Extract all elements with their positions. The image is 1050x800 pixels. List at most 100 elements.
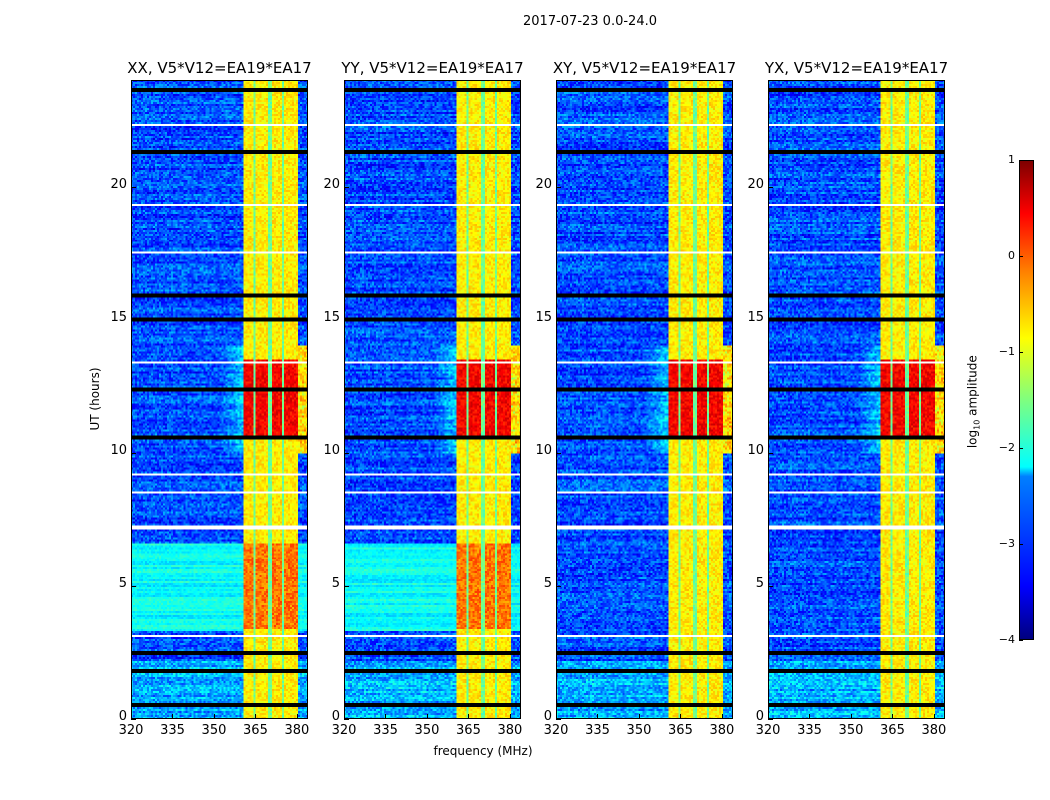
y-tick-label: 10 <box>323 442 340 458</box>
y-tick <box>556 452 561 454</box>
waterfall-heatmap <box>131 80 308 719</box>
x-tick-label: 380 <box>284 723 310 738</box>
y-tick <box>344 319 349 321</box>
y-tick-label: 20 <box>747 176 764 192</box>
colorbar-label: log10 amplitude <box>965 337 984 467</box>
x-tick-label: 320 <box>118 723 144 738</box>
x-tick-label: 365 <box>880 723 905 738</box>
panel-title: YX, V5*V12=EA19*EA17 <box>764 59 949 77</box>
panel-yy: YY, V5*V12=EA19*EA17 320 335 350 365 380 0 5 10 1… <box>323 59 523 738</box>
colorbar-tick-label: −3 <box>998 537 1015 550</box>
y-tick <box>768 585 773 587</box>
y-tick-label: 20 <box>323 176 340 192</box>
panel-title: XY, V5*V12=EA19*EA17 <box>552 59 737 77</box>
y-tick-label: 5 <box>543 575 552 591</box>
x-tick <box>255 714 257 719</box>
colorbar-label-rest: amplitude <box>965 355 980 420</box>
x-tick-label: 335 <box>160 723 185 738</box>
y-tick <box>768 719 773 720</box>
x-tick-label: 335 <box>373 723 398 738</box>
y-tick <box>131 452 136 454</box>
y-tick <box>131 585 136 587</box>
y-tick <box>344 452 349 454</box>
x-tick <box>385 714 387 719</box>
x-tick <box>768 714 769 719</box>
x-axis-label: frequency (MHz) <box>433 744 533 758</box>
x-tick <box>344 714 345 719</box>
x-tick <box>426 714 428 719</box>
x-tick <box>638 714 640 719</box>
x-tick-label: 365 <box>243 723 268 738</box>
x-tick <box>213 714 215 719</box>
y-tick <box>344 186 349 188</box>
x-tick <box>680 714 682 719</box>
y-tick <box>556 585 561 587</box>
waterfall-heatmap <box>344 80 521 719</box>
y-tick-label: 10 <box>110 442 127 458</box>
y-tick <box>131 319 136 321</box>
x-tick <box>172 714 174 719</box>
y-tick-label: 0 <box>331 709 340 724</box>
x-tick <box>933 714 935 719</box>
y-tick-label: 10 <box>747 442 764 458</box>
x-tick <box>296 714 298 719</box>
y-tick <box>768 319 773 321</box>
y-tick <box>556 719 561 720</box>
y-tick-label: 0 <box>118 709 127 724</box>
y-tick-label: 20 <box>535 176 552 192</box>
x-tick-label: 350 <box>838 723 864 738</box>
x-tick <box>131 714 132 719</box>
waterfall-heatmap <box>556 80 733 719</box>
panel-xy: XY, V5*V12=EA19*EA17 320 335 350 365 380 0 5 10 1… <box>535 59 736 738</box>
y-tick-label: 15 <box>535 309 552 325</box>
x-tick <box>556 714 557 719</box>
y-tick <box>768 452 773 454</box>
y-tick <box>131 186 136 188</box>
y-tick-label: 5 <box>331 575 340 591</box>
y-axis-label: UT (hours) <box>88 367 102 431</box>
colorbar-tick <box>1019 544 1023 545</box>
y-tick <box>131 719 136 720</box>
panel-yx: YX, V5*V12=EA19*EA17 320 335 350 365 380 0 5 10 1… <box>747 59 948 738</box>
colorbar <box>1019 160 1034 640</box>
figure-title: 2017-07-23 0.0-24.0 <box>523 14 657 29</box>
x-tick <box>597 714 599 719</box>
y-tick-label: 15 <box>323 309 340 325</box>
x-tick <box>509 714 511 719</box>
colorbar-tick <box>1019 352 1023 353</box>
x-tick-label: 320 <box>543 723 569 738</box>
x-tick-label: 380 <box>497 723 523 738</box>
y-tick <box>768 186 773 188</box>
y-tick <box>344 585 349 587</box>
colorbar-tick-label: −1 <box>998 345 1015 358</box>
x-tick-label: 320 <box>331 723 357 738</box>
colorbar-tick <box>1019 160 1023 161</box>
colorbar-tick-label: 1 <box>1008 153 1015 166</box>
y-tick-label: 5 <box>118 575 127 591</box>
y-tick-label: 0 <box>755 709 764 724</box>
colorbar-tick-label: −2 <box>998 441 1015 454</box>
x-tick-label: 350 <box>626 723 652 738</box>
y-tick-label: 5 <box>755 575 764 591</box>
colorbar-tick-label: −4 <box>998 633 1015 646</box>
y-tick-label: 20 <box>110 176 127 192</box>
x-tick-label: 350 <box>201 723 227 738</box>
x-tick <box>809 714 811 719</box>
y-tick-label: 15 <box>110 309 127 325</box>
y-tick-label: 10 <box>535 442 552 458</box>
colorbar-tick-label: 0 <box>1008 249 1015 262</box>
x-tick <box>892 714 894 719</box>
y-tick <box>344 719 349 720</box>
x-tick <box>721 714 723 719</box>
x-tick-label: 335 <box>585 723 610 738</box>
x-tick-label: 320 <box>755 723 781 738</box>
x-tick-label: 365 <box>456 723 481 738</box>
waterfall-heatmap <box>768 80 945 719</box>
x-tick-label: 365 <box>668 723 693 738</box>
x-tick <box>850 714 852 719</box>
x-tick <box>468 714 470 719</box>
x-tick-label: 335 <box>797 723 822 738</box>
y-tick <box>556 319 561 321</box>
colorbar-tick <box>1019 640 1023 641</box>
colorbar-label-sub: 10 <box>972 419 982 430</box>
